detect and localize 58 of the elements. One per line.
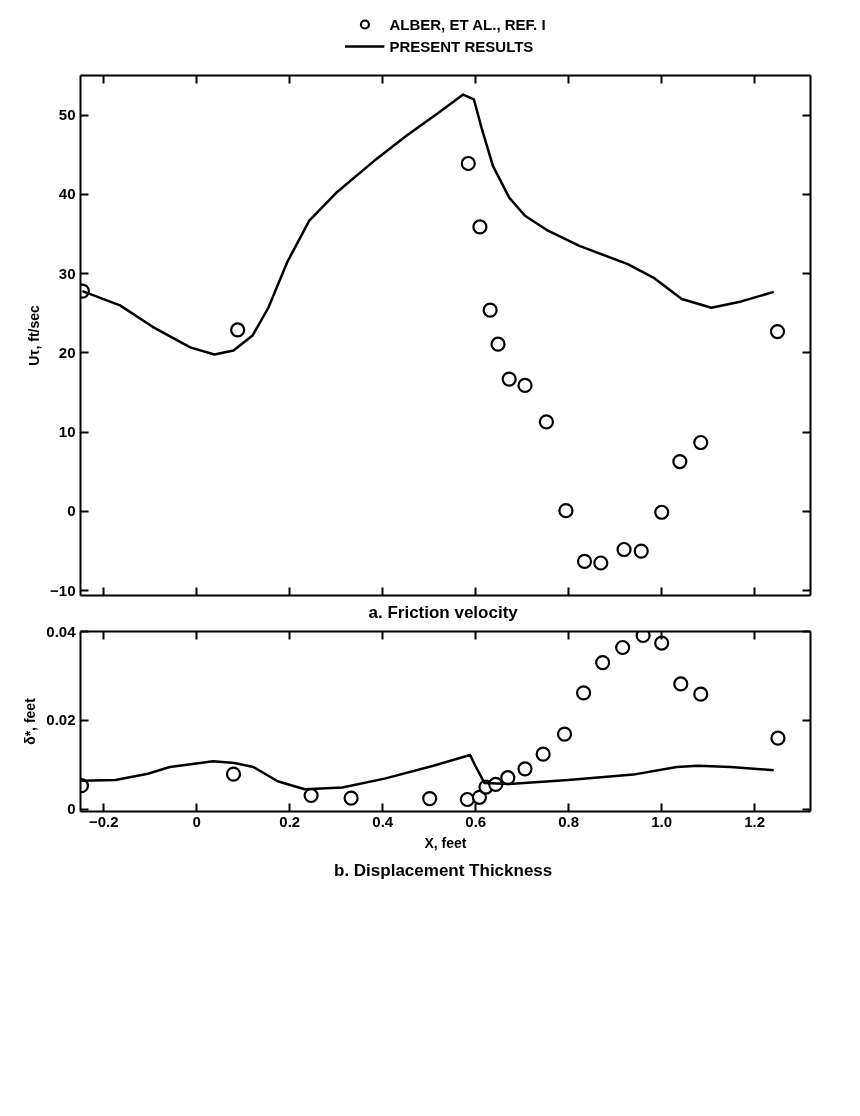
x-tick-label: 0.2 [279, 812, 301, 830]
x-axis-title: X, feet [424, 834, 467, 851]
point [633, 543, 649, 559]
x-tick-label: 0.4 [372, 812, 394, 830]
point [595, 655, 611, 671]
point [471, 789, 488, 805]
x-tick-label: 1.2 [744, 812, 766, 830]
point [693, 434, 709, 451]
y-tick-label: 40 [58, 185, 76, 203]
y-tick-label: 50 [58, 106, 76, 124]
x-tick-label: 0.8 [558, 812, 580, 830]
y-tick-label: 20 [58, 343, 76, 361]
point [576, 685, 592, 701]
x-tick-label: 0.6 [465, 812, 487, 830]
y-tick-label: 0 [67, 800, 76, 818]
point [538, 414, 554, 430]
point [459, 791, 475, 808]
legend-label: ALBER, ET AL., REF. I [389, 15, 546, 33]
y-tick-label: 30 [58, 264, 76, 282]
y-tick-label: 10 [58, 423, 76, 441]
point [490, 336, 506, 352]
y-tick-label: 0.02 [46, 711, 76, 729]
point [672, 453, 688, 470]
point [616, 541, 632, 558]
y-tick-label: −10 [50, 581, 76, 599]
point [593, 555, 609, 571]
point [517, 761, 533, 777]
y-axis-title: δ*, feet [22, 697, 39, 745]
text: b. Displacement Thickness [334, 860, 553, 880]
x-tick-label: 0 [192, 812, 201, 830]
point [576, 553, 593, 569]
point [535, 746, 551, 762]
point [693, 686, 709, 702]
point [615, 639, 631, 656]
point [422, 791, 438, 807]
point [460, 155, 476, 172]
point [556, 726, 573, 742]
point [673, 676, 689, 692]
point [635, 631, 651, 644]
x-tick-label: −0.2 [88, 812, 119, 830]
point [770, 730, 786, 746]
point [230, 322, 246, 338]
y-axis-title: Uτ, ft/sec [26, 304, 43, 366]
point [482, 302, 498, 318]
point [558, 503, 574, 519]
point [343, 790, 359, 806]
point [517, 377, 533, 394]
point [472, 219, 488, 235]
text: a. Friction velocity [368, 602, 519, 622]
point [769, 323, 786, 340]
y-tick-label: 0.04 [46, 622, 77, 640]
legend-label: PRESENT RESULTS [389, 37, 534, 55]
point [654, 504, 670, 520]
point [654, 635, 670, 651]
point [225, 766, 242, 782]
x-tick-label: 1.0 [651, 812, 673, 830]
point [501, 371, 517, 387]
y-tick-label: 0 [67, 502, 76, 520]
